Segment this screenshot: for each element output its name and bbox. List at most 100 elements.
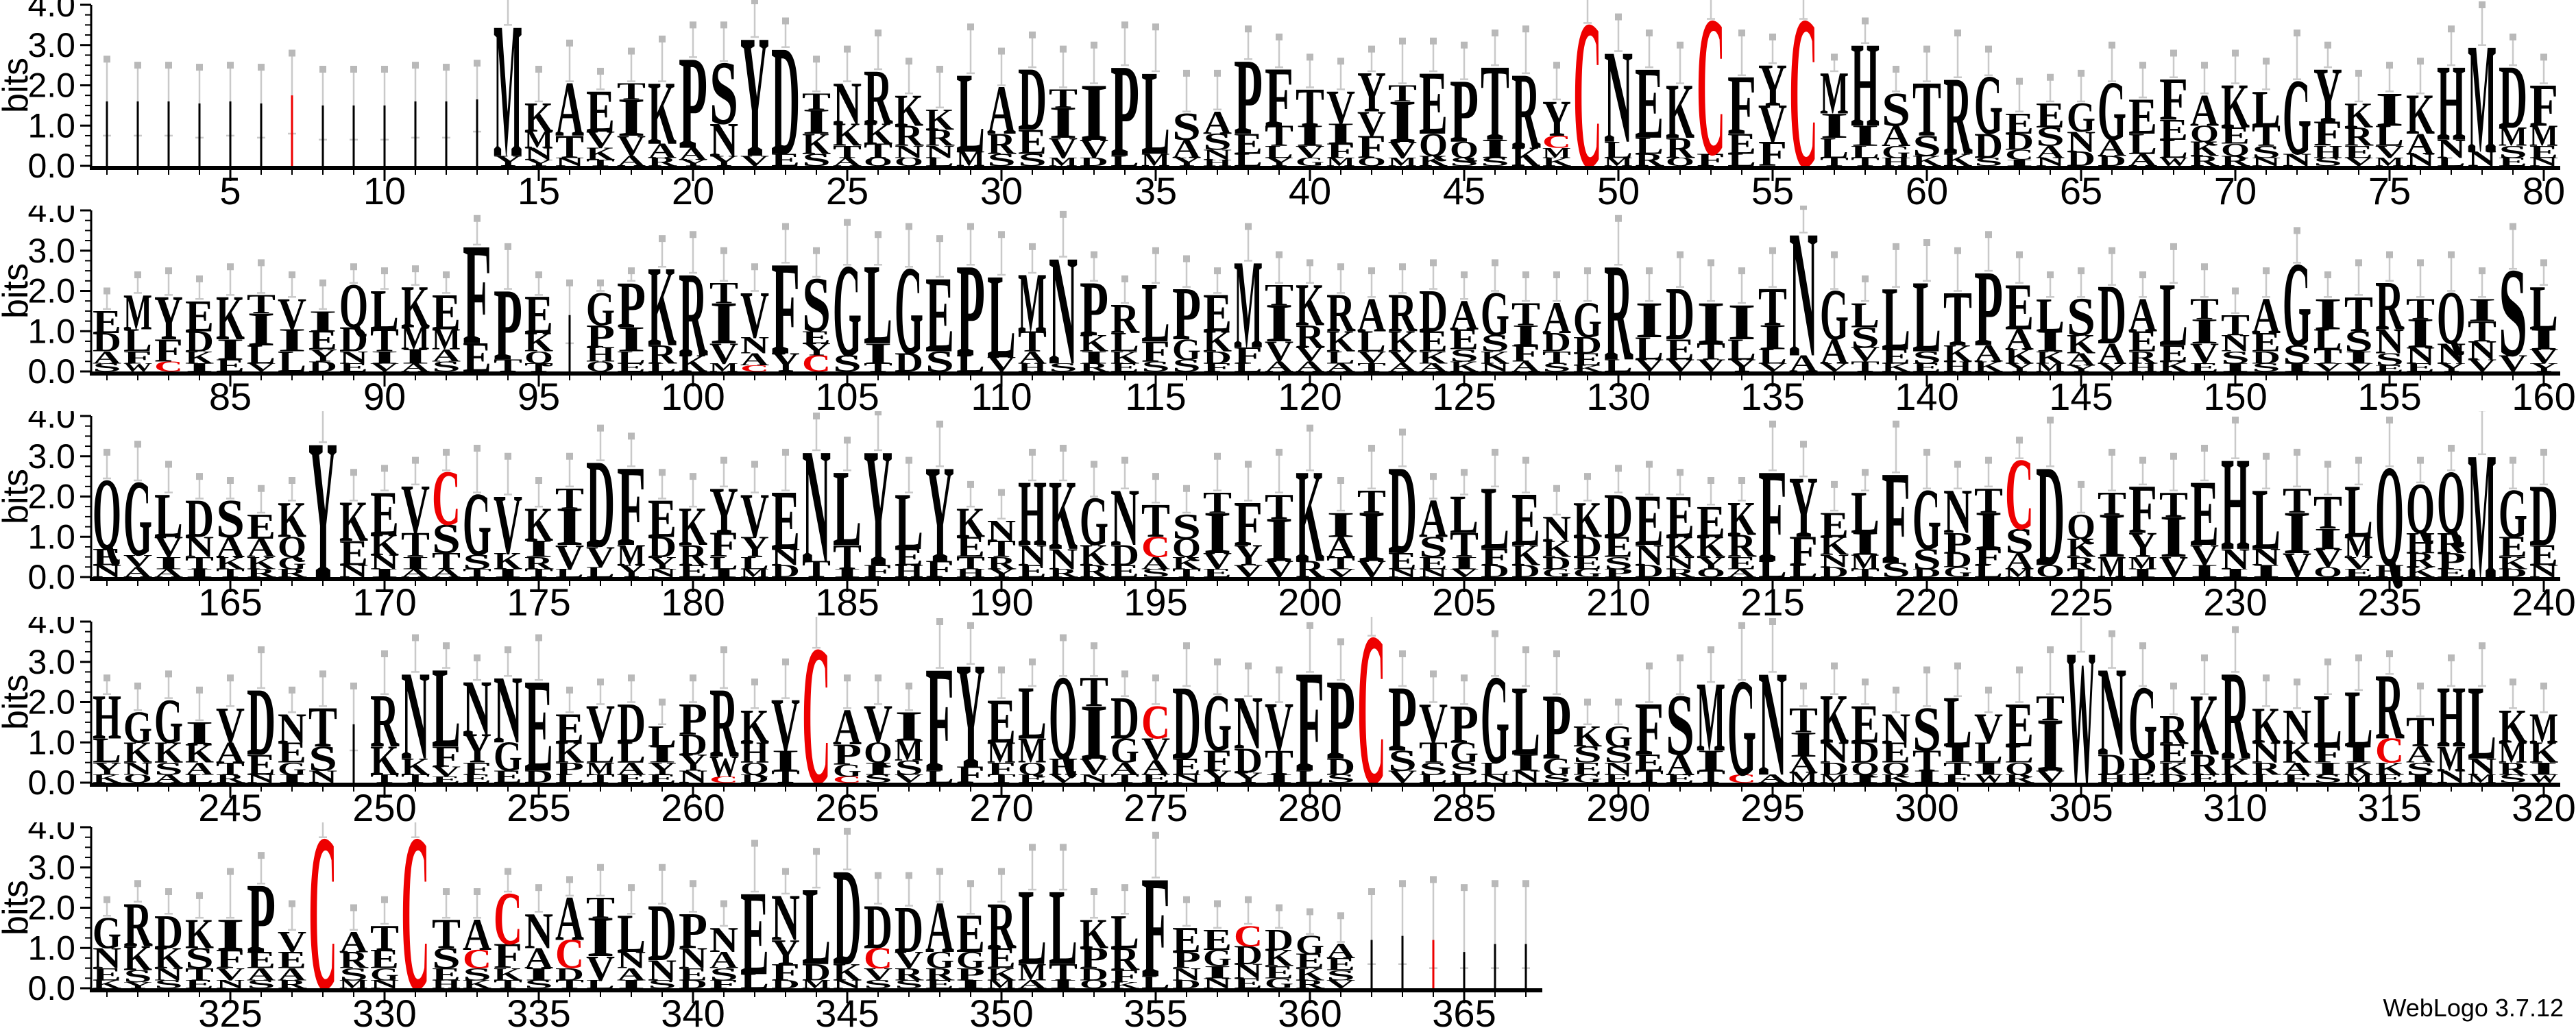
logo-letter: T — [586, 158, 615, 168]
error-bar — [165, 888, 173, 915]
error-bar — [1306, 908, 1314, 935]
error-bar — [843, 674, 851, 709]
logo-letter: K — [1511, 538, 1540, 572]
logo-letter: A — [463, 909, 491, 960]
logo-letter: S — [216, 488, 245, 549]
logo-letter: G — [1573, 566, 1602, 580]
logo-letter: E — [1172, 920, 1201, 960]
logo-letter: L — [1882, 268, 1910, 369]
logo-letter: Y — [648, 553, 677, 574]
error-bar — [2509, 34, 2517, 66]
logo-letter: K — [494, 964, 522, 985]
error-bar — [2478, 1, 2486, 46]
logo-letter: M — [1326, 155, 1355, 169]
svg-text:265: 265 — [815, 786, 879, 822]
error-bar — [1398, 37, 1407, 84]
logo-column: VIT — [2036, 646, 2065, 792]
error-bar — [226, 477, 234, 500]
logo-letter: G — [2128, 664, 2157, 783]
error-bar — [1676, 251, 1684, 288]
logo-letter: V — [1851, 343, 1880, 366]
logo-letter: Y — [93, 759, 121, 779]
logo-letter: I — [2128, 566, 2157, 580]
logo-letter: E — [1882, 735, 1910, 769]
error-bar — [812, 56, 821, 93]
error-bar — [1306, 622, 1314, 673]
logo-letter: N — [648, 953, 677, 987]
error-bar — [2139, 642, 2147, 687]
logo-letter: T — [833, 142, 862, 162]
logo-letter: S — [123, 966, 152, 986]
logo-letter: R — [1604, 234, 1633, 389]
error-bar — [2540, 53, 2548, 84]
svg-text:70: 70 — [2214, 169, 2257, 206]
logo-letter: N — [1049, 222, 1078, 398]
error-bar — [1491, 29, 1499, 66]
logo-letter: Q — [1172, 533, 1201, 563]
logo-letter: L — [1018, 866, 1047, 988]
logo-letter: E — [1511, 477, 1540, 561]
logo-column: YAS — [1172, 69, 1201, 175]
logo-column: EDN — [1110, 456, 1139, 586]
logo-letter: M — [987, 735, 1016, 769]
logo-letter: A — [185, 759, 214, 779]
error-bar — [2170, 243, 2178, 284]
svg-text:2.0: 2.0 — [27, 889, 75, 927]
logo-letter: F — [1727, 58, 1756, 153]
logo-letter: E — [648, 772, 677, 785]
logo-letter: A — [1419, 360, 1448, 374]
logo-letter: N — [1049, 542, 1078, 576]
logo-letter: A — [2005, 322, 2034, 356]
error-bar — [1244, 223, 1252, 262]
logo-column: VTI — [1697, 259, 1725, 380]
logo-column: QD — [2036, 416, 2065, 598]
logo-letter: K — [1542, 155, 1571, 169]
logo-letter: I — [1388, 88, 1417, 156]
logo-letter: E — [2128, 324, 2157, 358]
logo-letter: E — [2252, 327, 2281, 357]
logo-letter: S — [247, 977, 276, 991]
logo-letter: N — [740, 332, 769, 358]
logo-letter: V — [247, 360, 276, 374]
error-bar — [1028, 658, 1036, 687]
logo-letter: F — [709, 977, 738, 991]
error-bar — [134, 880, 142, 903]
logo-letter: P — [1172, 271, 1201, 356]
error-bar — [1954, 247, 1962, 292]
error-bar — [936, 420, 944, 467]
logo-column: LE — [740, 840, 769, 1001]
logo-letter: M — [2529, 119, 2558, 152]
logo-letter: P — [1542, 675, 1571, 779]
logo-row-4: 0.0 1.0 2.0 3.0 4.0 bits K Y L H Q N K G A S K G L A K I 245 R T… — [0, 587, 2576, 831]
svg-text:250: 250 — [352, 786, 416, 822]
logo-letter: D — [833, 839, 862, 994]
logo-letter: V — [1820, 360, 1849, 374]
logo-letter: T — [2313, 345, 2342, 368]
logo-letter: S — [154, 977, 183, 991]
logo-letter: I — [2344, 741, 2373, 768]
logo-letter: E — [2529, 538, 2558, 572]
svg-text:3.0: 3.0 — [27, 26, 75, 64]
logo-letter: L — [895, 475, 923, 567]
svg-text:0.0: 0.0 — [27, 352, 75, 391]
logo-letter: E — [247, 748, 276, 781]
logo-letter: H — [2437, 668, 2466, 766]
logo-letter: R — [1296, 318, 1325, 355]
logo-letter: Y — [308, 345, 337, 366]
error-bar — [1244, 461, 1252, 502]
svg-text:285: 285 — [1432, 786, 1496, 822]
error-bar — [2324, 271, 2332, 298]
logo-column: KR — [1943, 29, 1973, 179]
